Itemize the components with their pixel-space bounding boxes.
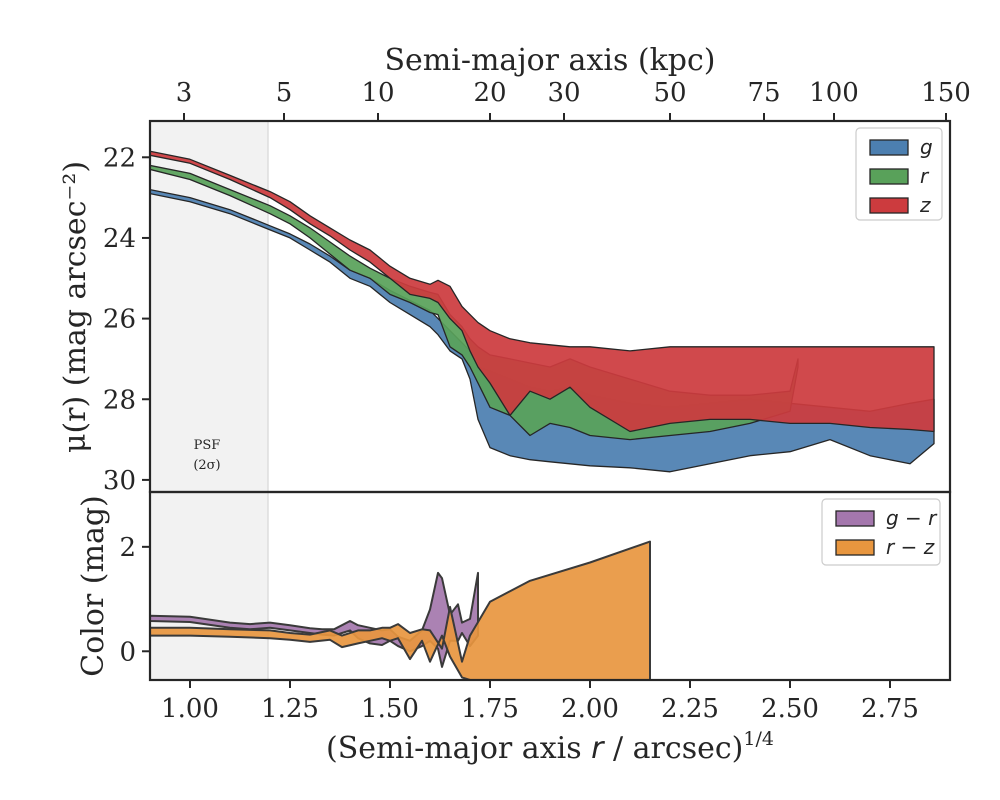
bottom-axis-title: (Semi-major axis r / arcsec)1/4 bbox=[326, 728, 774, 766]
top-ytick-label: 28 bbox=[103, 385, 136, 415]
xlabel-suffix: / arcsec) bbox=[603, 731, 743, 766]
xlabel-exponent: 1/4 bbox=[743, 728, 774, 750]
kpc-tick-label: 10 bbox=[361, 78, 394, 108]
top-panel-ylabel: μ(r) (mag arcsec⁻²) bbox=[58, 161, 93, 453]
xtick-label: 2.50 bbox=[761, 694, 819, 724]
kpc-tick-label: 100 bbox=[809, 78, 859, 108]
legend-swatch bbox=[835, 510, 875, 527]
top-ytick-label: 22 bbox=[103, 143, 136, 173]
xtick-label: 1.00 bbox=[161, 694, 219, 724]
legend-swatch bbox=[869, 168, 909, 185]
xlabel-prefix: (Semi-major axis bbox=[326, 731, 591, 766]
xlabel-variable: r bbox=[591, 731, 605, 766]
bottom-panel-frame bbox=[148, 490, 952, 682]
psf-region-bottom bbox=[150, 492, 268, 680]
axes: 22 24 26 28 30 3 5 10 20 30 50 75 100 150 0 2 1.00 1.25 1.… bbox=[103, 78, 971, 724]
top-ytick-label: 24 bbox=[103, 224, 136, 254]
top-legend: grz bbox=[855, 127, 943, 221]
band-z-band bbox=[150, 150, 935, 433]
psf-region-top bbox=[150, 121, 268, 492]
xtick-label: 1.75 bbox=[461, 694, 519, 724]
bottom-legend: g − r r − z bbox=[821, 498, 941, 566]
legend-label: z bbox=[919, 193, 931, 217]
top-panel-plot-area bbox=[150, 121, 935, 492]
band-r-z-color bbox=[150, 540, 651, 680]
psf-label: PSF bbox=[194, 438, 221, 453]
kpc-tick-label: 50 bbox=[653, 78, 686, 108]
xtick-label: 1.25 bbox=[261, 694, 319, 724]
xtick-label: 2.25 bbox=[661, 694, 719, 724]
top-axis-title: Semi-major axis (kpc) bbox=[385, 43, 716, 78]
legend-label: g − r bbox=[886, 506, 938, 530]
kpc-tick-label: 20 bbox=[473, 78, 506, 108]
legend-label: g bbox=[920, 135, 933, 159]
kpc-tick-label: 150 bbox=[921, 78, 971, 108]
legend-label: r − z bbox=[886, 535, 935, 559]
bottom-ytick-label: 2 bbox=[119, 533, 136, 563]
bottom-panel-plot-area bbox=[150, 492, 651, 680]
legend-swatch bbox=[869, 197, 909, 214]
legend-swatch bbox=[869, 139, 909, 156]
bottom-ytick-label: 0 bbox=[119, 637, 136, 667]
legend-label: r bbox=[920, 164, 930, 188]
psf-sigma-label: (2σ) bbox=[193, 458, 220, 473]
top-ytick-label: 26 bbox=[103, 305, 136, 335]
kpc-tick-label: 5 bbox=[276, 78, 293, 108]
kpc-tick-label: 75 bbox=[747, 78, 780, 108]
xtick-label: 2.75 bbox=[861, 694, 919, 724]
kpc-tick-label: 3 bbox=[176, 78, 193, 108]
bottom-panel-ylabel: Color (mag) bbox=[76, 495, 111, 677]
legend-swatch bbox=[835, 539, 875, 556]
xtick-label: 2.00 bbox=[561, 694, 619, 724]
top-ytick-label: 30 bbox=[103, 466, 136, 496]
xtick-label: 1.50 bbox=[361, 694, 419, 724]
kpc-tick-label: 30 bbox=[547, 78, 580, 108]
